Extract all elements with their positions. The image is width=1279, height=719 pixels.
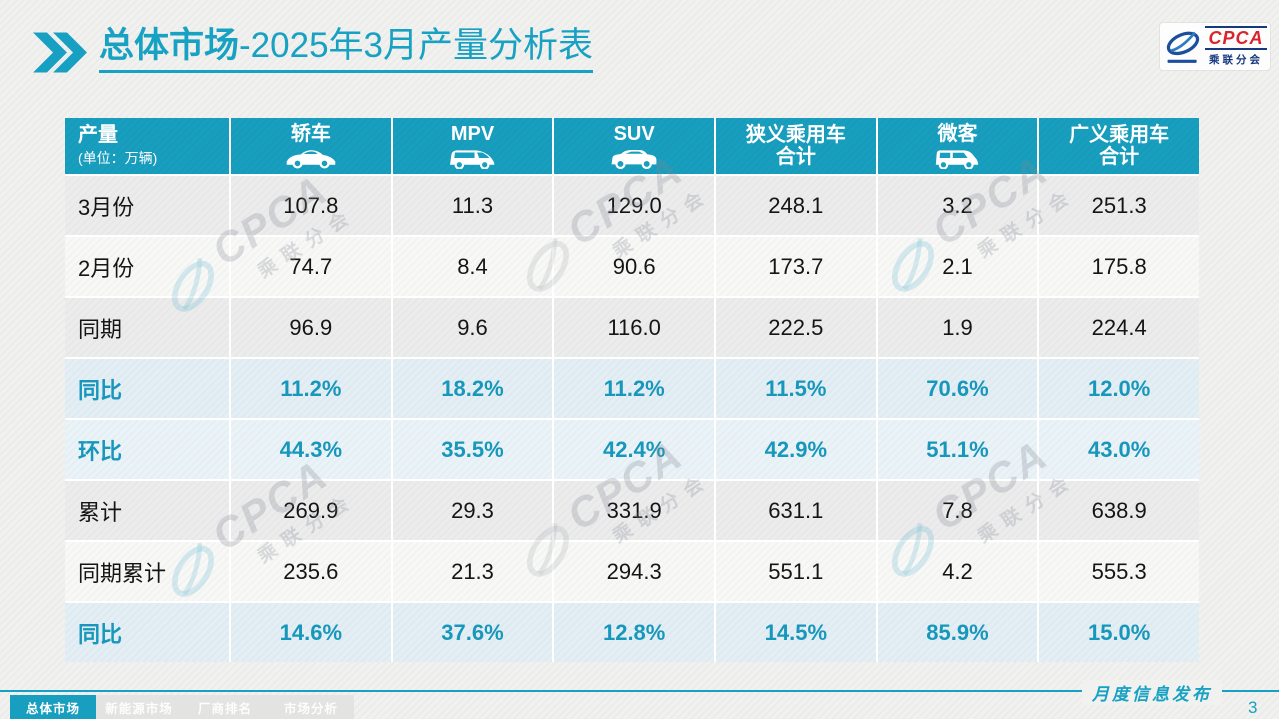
row-label: 同期累计 (65, 542, 229, 601)
table-cell: 70.6% (877, 359, 1038, 418)
table-cell: 3.2 (877, 176, 1038, 235)
table-cell: 74.7 (231, 237, 391, 296)
row-label: 3月份 (65, 176, 229, 235)
table-cell: 90.6 (554, 237, 714, 296)
row-label: 同期 (65, 298, 229, 357)
row-label: 环比 (65, 420, 229, 479)
double-chevron-icon (33, 32, 87, 73)
row-label: 累计 (65, 481, 229, 540)
header-cell-metric: 产量 (单位：万辆) (65, 118, 229, 174)
logo-cn-name: 乘联分会 (1209, 54, 1263, 66)
table-cell: 331.9 (554, 481, 714, 540)
table-cell: 35.5% (392, 420, 553, 479)
footer-nav-tabs: 总体市场 新能源市场 厂商排名 市场分析 (10, 695, 354, 719)
tab-market-analysis[interactable]: 市场分析 (268, 695, 354, 719)
table-cell: 15.0% (1039, 603, 1199, 662)
table-cell: 116.0 (554, 298, 714, 357)
logo-acronym: CPCA (1205, 26, 1267, 50)
table-cell: 631.1 (716, 481, 876, 540)
table-cell: 14.5% (716, 603, 876, 662)
cpca-logo: CPCA 乘联分会 (1160, 23, 1270, 70)
header-microvan-label: 微客 (937, 123, 978, 146)
header-mpv-label: MPV (450, 123, 495, 146)
table-cell: 51.1% (877, 420, 1038, 479)
title-highlight: 总体市场 (99, 26, 240, 65)
table-cell: 2.1 (877, 237, 1038, 296)
header-cell-broad-pv-total: 广义乘用车 合计 (1039, 118, 1199, 174)
table-cell: 9.6 (392, 298, 553, 357)
table-cell: 11.5% (716, 359, 876, 418)
header-narrow-pv-label: 狭义乘用车 (745, 123, 846, 146)
table-cell: 107.8 (231, 176, 391, 235)
table-cell: 42.4% (554, 420, 714, 479)
tab-manufacturer-ranking[interactable]: 厂商排名 (182, 695, 268, 719)
table-cell: 11.3 (392, 176, 553, 235)
header-cell-mpv: MPV (392, 118, 553, 174)
table-cell: 269.9 (231, 481, 391, 540)
suv-icon (611, 149, 657, 169)
row-label: 同比 (65, 359, 229, 418)
header-cell-microvan: 微客 (877, 118, 1038, 174)
sedan-icon (286, 149, 336, 169)
title-text: 总体市场-2025年3月产量分析表 (99, 26, 593, 73)
footer-divider-line (0, 690, 1279, 692)
cpca-swoosh-icon (1166, 31, 1200, 63)
table-cell: 85.9% (877, 603, 1038, 662)
table-cell: 14.6% (231, 603, 391, 662)
row-label: 同比 (65, 603, 229, 662)
table-cell: 129.0 (554, 176, 714, 235)
table-cell: 42.9% (716, 420, 876, 479)
header-metric-label: 产量 (78, 123, 118, 146)
header-broad-pv-label2: 合计 (1099, 146, 1140, 168)
table-cell: 638.9 (1039, 481, 1199, 540)
table-cell: 248.1 (716, 176, 876, 235)
table-cell: 37.6% (392, 603, 553, 662)
table-cell: 224.4 (1039, 298, 1199, 357)
table-cell: 12.8% (554, 603, 714, 662)
table-cell: 29.3 (392, 481, 553, 540)
table-cell: 173.7 (716, 237, 876, 296)
table-cell: 43.0% (1039, 420, 1199, 479)
table-cell: 11.2% (231, 359, 391, 418)
table-cell: 44.3% (231, 420, 391, 479)
page-number: 3 (1248, 698, 1258, 717)
title-rest: -2025年3月产量分析表 (239, 26, 593, 65)
table-cell: 251.3 (1039, 176, 1199, 235)
table-cell: 96.9 (231, 298, 391, 357)
table-cell: 18.2% (392, 359, 553, 418)
header-unit-label: (单位：万辆) (78, 150, 158, 167)
table-cell: 1.9 (877, 298, 1038, 357)
microvan-icon (936, 150, 979, 169)
table-cell: 555.3 (1039, 542, 1199, 601)
table-cell: 11.2% (554, 359, 714, 418)
header-narrow-pv-label2: 合计 (775, 146, 816, 168)
header-cell-narrow-pv-total: 狭义乘用车 合计 (716, 118, 876, 174)
table-cell: 7.8 (877, 481, 1038, 540)
tab-overall-market[interactable]: 总体市场 (10, 695, 96, 719)
header-sedan-label: 轿车 (290, 123, 331, 146)
table-cell: 8.4 (392, 237, 553, 296)
header-broad-pv-label: 广义乘用车 (1069, 123, 1170, 146)
table-cell: 4.2 (877, 542, 1038, 601)
table-cell: 12.0% (1039, 359, 1199, 418)
page-title: 总体市场-2025年3月产量分析表 (33, 26, 593, 75)
header-suv-label: SUV (613, 123, 655, 146)
table-cell: 551.1 (716, 542, 876, 601)
tab-nev-market[interactable]: 新能源市场 (96, 695, 182, 719)
header-cell-suv: SUV (554, 118, 714, 174)
table-cell: 222.5 (716, 298, 876, 357)
mpv-icon (450, 150, 495, 169)
row-label: 2月份 (65, 237, 229, 296)
table-cell: 21.3 (392, 542, 553, 601)
table-cell: 235.6 (231, 542, 391, 601)
table-cell: 175.8 (1039, 237, 1199, 296)
logo-text-block: CPCA 乘联分会 (1205, 26, 1267, 67)
production-table: 产量 (单位：万辆) 轿车 MPV SUV (65, 118, 1199, 662)
table-cell: 294.3 (554, 542, 714, 601)
header-cell-sedan: 轿车 (231, 118, 391, 174)
release-label: 月度信息发布 (1082, 680, 1222, 705)
